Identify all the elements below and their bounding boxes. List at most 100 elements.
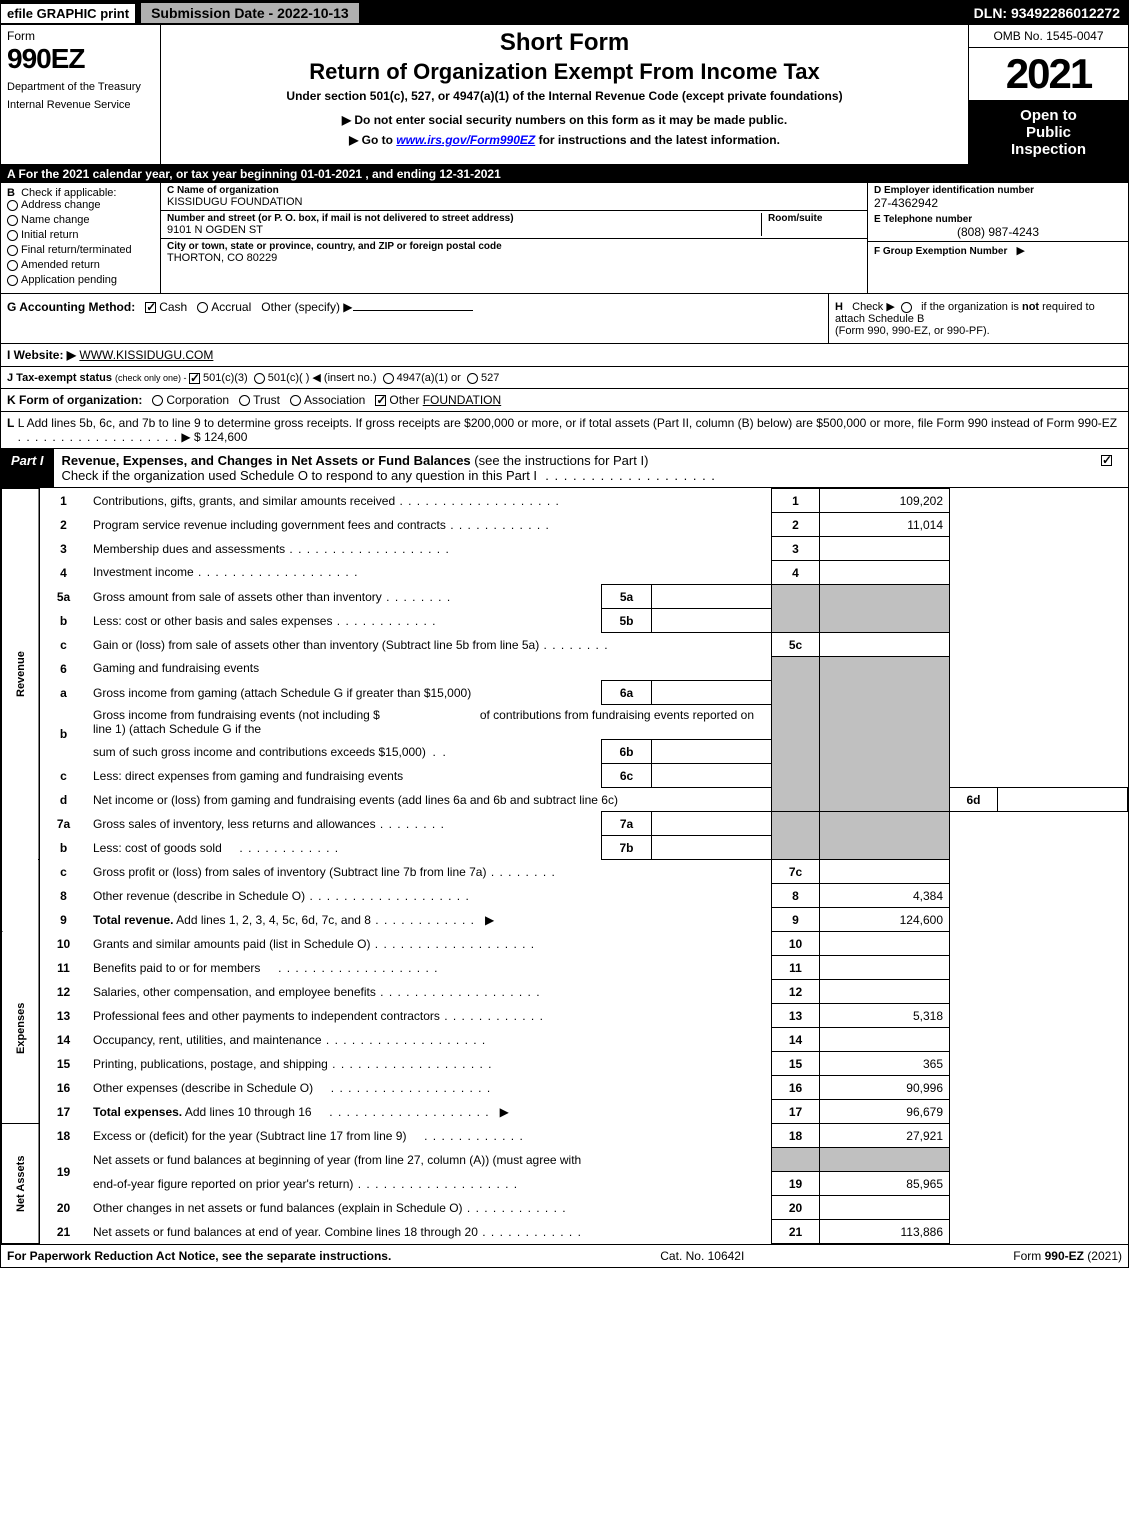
line-12: 12 Salaries, other compensation, and emp…: [2, 980, 1128, 1004]
result-num: 9: [772, 908, 820, 932]
line-9: 9 Total revenue. Add lines 1, 2, 3, 4, 5…: [2, 908, 1128, 932]
desc-text: Gain or (loss) from sale of assets other…: [93, 638, 539, 652]
circle-icon[interactable]: [7, 215, 18, 226]
desc-text: Add lines 10 through 16: [182, 1105, 311, 1119]
checkbox-other[interactable]: [375, 395, 386, 406]
l-row: L L Add lines 5b, 6c, and 7b to line 9 t…: [1, 412, 1128, 449]
line-15: 15 Printing, publications, postage, and …: [2, 1052, 1128, 1076]
circle-h[interactable]: [901, 302, 912, 313]
part1-tab: Part I: [1, 449, 54, 487]
line-num: 17: [39, 1100, 87, 1124]
result-val: [820, 980, 950, 1004]
open3: Inspection: [973, 141, 1124, 158]
part1-checkbox-cell: [1088, 449, 1128, 487]
shaded-cell: [820, 1148, 950, 1172]
line-desc: Contributions, gifts, grants, and simila…: [87, 489, 772, 513]
line-18: Net Assets 18 Excess or (deficit) for th…: [2, 1124, 1128, 1148]
desc-text: Grants and similar amounts paid (list in…: [93, 937, 370, 951]
circle-corp[interactable]: [152, 395, 163, 406]
g-accrual: Accrual: [211, 300, 251, 314]
chk-label: Initial return: [21, 229, 78, 241]
result-val: [998, 788, 1128, 812]
result-num: 18: [772, 1124, 820, 1148]
desc-text: Contributions, gifts, grants, and simila…: [93, 494, 395, 508]
circle-icon[interactable]: [7, 260, 18, 271]
checkbox-501c3[interactable]: [189, 373, 200, 384]
footer-right: Form 990-EZ (2021): [1013, 1249, 1122, 1263]
line-num: a: [39, 681, 87, 705]
circle-icon[interactable]: [7, 275, 18, 286]
circle-accrual[interactable]: [197, 302, 208, 313]
circle-icon[interactable]: [7, 200, 18, 211]
dots: [353, 1177, 518, 1191]
result-num: 19: [772, 1172, 820, 1196]
chk-label: Amended return: [21, 259, 100, 271]
line-10: Expenses 10 Grants and similar amounts p…: [2, 932, 1128, 956]
line-21: 21 Net assets or fund balances at end of…: [2, 1220, 1128, 1244]
shaded-cell: [772, 657, 820, 812]
checkbox-schedule-o[interactable]: [1101, 455, 1112, 466]
l-val: 124,600: [204, 430, 247, 444]
result-val: 365: [820, 1052, 950, 1076]
line-num: 15: [39, 1052, 87, 1076]
line-desc: Grants and similar amounts paid (list in…: [87, 932, 772, 956]
line-8: 8 Other revenue (describe in Schedule O)…: [2, 884, 1128, 908]
result-val: 96,679: [820, 1100, 950, 1124]
checkbox-cash[interactable]: [145, 302, 156, 313]
header-center: Short Form Return of Organization Exempt…: [161, 25, 968, 164]
line-desc: Less: direct expenses from gaming and fu…: [87, 764, 602, 788]
c-name-label: C Name of organization: [167, 185, 861, 196]
desc-text: Gross amount from sale of assets other t…: [93, 590, 382, 604]
form-page: efile GRAPHIC print Submission Date - 20…: [0, 0, 1129, 1268]
circle-icon[interactable]: [7, 245, 18, 256]
desc-text: Excess or (deficit) for the year (Subtra…: [93, 1129, 406, 1143]
f-row: F Group Exemption Number ▶: [868, 241, 1128, 259]
line-6d: d Net income or (loss) from gaming and f…: [2, 788, 1128, 812]
circle-assoc[interactable]: [290, 395, 301, 406]
dots: [370, 937, 535, 951]
desc-text: Gross sales of inventory, less returns a…: [93, 817, 376, 831]
result-val: [820, 860, 950, 884]
circle-501c[interactable]: [254, 373, 265, 384]
c-city-row: City or town, state or province, country…: [161, 239, 867, 266]
line-5a: 5a Gross amount from sale of assets othe…: [2, 585, 1128, 609]
k-other-val: FOUNDATION: [423, 393, 501, 407]
subtitle-section: Under section 501(c), 527, or 4947(a)(1)…: [167, 89, 962, 103]
desc-text: Less: cost of goods sold: [93, 841, 222, 855]
line-6: 6 Gaming and fundraising events: [2, 657, 1128, 681]
dots: [376, 985, 541, 999]
result-num: 8: [772, 884, 820, 908]
result-num: 5c: [772, 633, 820, 657]
circle-4947[interactable]: [383, 373, 394, 384]
result-num: 10: [772, 932, 820, 956]
part1-header: Part I Revenue, Expenses, and Changes in…: [1, 449, 1128, 488]
circle-527[interactable]: [467, 373, 478, 384]
line-desc: sum of such gross income and contributio…: [87, 740, 602, 764]
line-6b-1: b Gross income from fundraising events (…: [2, 705, 1128, 740]
footer-left: For Paperwork Reduction Act Notice, see …: [7, 1249, 391, 1263]
result-val: 124,600: [820, 908, 950, 932]
j-opt4: 527: [481, 372, 499, 384]
result-val: 5,318: [820, 1004, 950, 1028]
graphic-text: GRAPHIC: [37, 6, 101, 21]
sub-box: 6a: [602, 681, 652, 705]
circle-icon[interactable]: [7, 230, 18, 241]
line-11: 11 Benefits paid to or for members 11: [2, 956, 1128, 980]
shaded-cell: [820, 657, 950, 812]
dots: [446, 518, 550, 532]
k-trust: Trust: [253, 393, 280, 407]
line-num: 9: [39, 908, 87, 932]
section-gh: G Accounting Method: Cash Accrual Other …: [1, 294, 1128, 344]
circle-trust[interactable]: [239, 395, 250, 406]
irs-link[interactable]: www.irs.gov/Form990EZ: [396, 133, 535, 147]
line-3: 3 Membership dues and assessments 3: [2, 537, 1128, 561]
chk-name-change: Name change: [7, 214, 154, 226]
c-name-row: C Name of organization KISSIDUGU FOUNDAT…: [161, 183, 867, 211]
result-num: 12: [772, 980, 820, 1004]
sub-box: 5a: [602, 585, 652, 609]
f-label: F Group Exemption Number: [874, 246, 1007, 257]
desc-text: Other changes in net assets or fund bala…: [93, 1201, 463, 1215]
line-desc: Professional fees and other payments to …: [87, 1004, 772, 1028]
dots: [322, 1033, 487, 1047]
l-text: L Add lines 5b, 6c, and 7b to line 9 to …: [18, 416, 1117, 430]
